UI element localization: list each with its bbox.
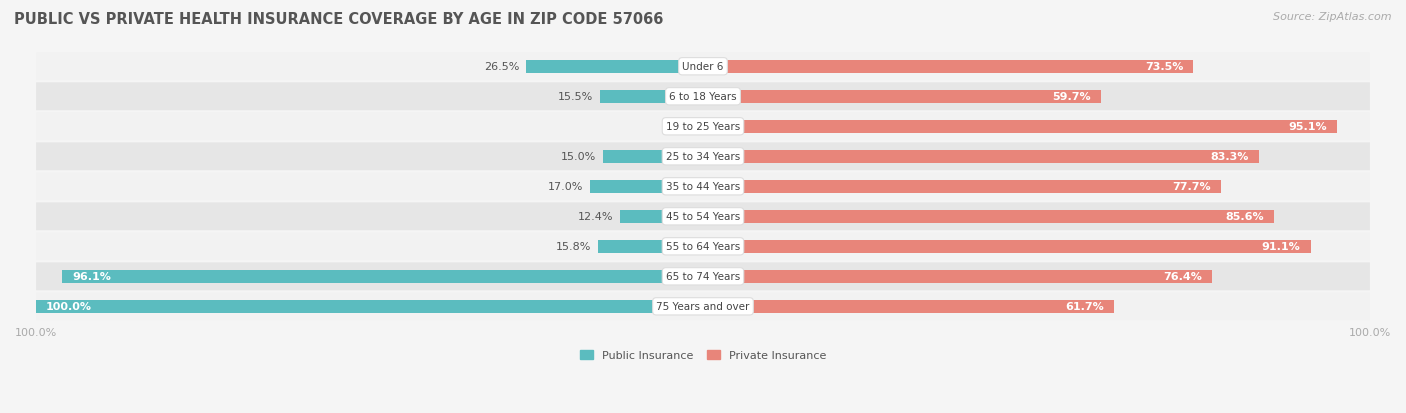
- FancyBboxPatch shape: [37, 53, 1369, 81]
- Text: 91.1%: 91.1%: [1261, 242, 1301, 252]
- Text: PUBLIC VS PRIVATE HEALTH INSURANCE COVERAGE BY AGE IN ZIP CODE 57066: PUBLIC VS PRIVATE HEALTH INSURANCE COVER…: [14, 12, 664, 27]
- Bar: [598, 240, 703, 254]
- FancyBboxPatch shape: [37, 83, 1369, 111]
- Bar: [703, 90, 1101, 104]
- Text: 65 to 74 Years: 65 to 74 Years: [666, 272, 740, 282]
- Bar: [589, 180, 703, 194]
- Text: 15.8%: 15.8%: [555, 242, 591, 252]
- Text: 95.1%: 95.1%: [1288, 122, 1327, 132]
- Bar: [703, 150, 1258, 164]
- Bar: [526, 60, 703, 74]
- Text: 35 to 44 Years: 35 to 44 Years: [666, 182, 740, 192]
- FancyBboxPatch shape: [37, 233, 1369, 261]
- Bar: [703, 180, 1222, 194]
- FancyBboxPatch shape: [37, 143, 1369, 171]
- Bar: [62, 270, 703, 283]
- FancyBboxPatch shape: [37, 263, 1369, 291]
- Bar: [37, 300, 703, 313]
- Text: 17.0%: 17.0%: [547, 182, 583, 192]
- Bar: [703, 120, 1337, 134]
- Text: 12.4%: 12.4%: [578, 212, 613, 222]
- Text: 83.3%: 83.3%: [1211, 152, 1249, 162]
- Text: 75 Years and over: 75 Years and over: [657, 301, 749, 311]
- Text: 26.5%: 26.5%: [484, 62, 520, 72]
- Text: 25 to 34 Years: 25 to 34 Years: [666, 152, 740, 162]
- FancyBboxPatch shape: [37, 173, 1369, 201]
- Text: 96.1%: 96.1%: [72, 272, 111, 282]
- Text: 77.7%: 77.7%: [1173, 182, 1211, 192]
- Text: 61.7%: 61.7%: [1066, 301, 1105, 311]
- FancyBboxPatch shape: [37, 113, 1369, 141]
- Bar: [703, 300, 1115, 313]
- FancyBboxPatch shape: [37, 293, 1369, 320]
- FancyBboxPatch shape: [37, 203, 1369, 231]
- Text: 15.5%: 15.5%: [558, 92, 593, 102]
- Text: 85.6%: 85.6%: [1225, 212, 1264, 222]
- Text: 55 to 64 Years: 55 to 64 Years: [666, 242, 740, 252]
- Bar: [703, 240, 1310, 254]
- Legend: Public Insurance, Private Insurance: Public Insurance, Private Insurance: [575, 345, 831, 365]
- Bar: [703, 210, 1274, 223]
- Text: 15.0%: 15.0%: [561, 152, 596, 162]
- Text: 0.0%: 0.0%: [668, 122, 696, 132]
- Text: 73.5%: 73.5%: [1144, 62, 1184, 72]
- Text: 59.7%: 59.7%: [1053, 92, 1091, 102]
- Bar: [620, 210, 703, 223]
- Text: 19 to 25 Years: 19 to 25 Years: [666, 122, 740, 132]
- Text: 45 to 54 Years: 45 to 54 Years: [666, 212, 740, 222]
- Bar: [603, 150, 703, 164]
- Text: Source: ZipAtlas.com: Source: ZipAtlas.com: [1274, 12, 1392, 22]
- Bar: [703, 60, 1194, 74]
- Text: 6 to 18 Years: 6 to 18 Years: [669, 92, 737, 102]
- Text: Under 6: Under 6: [682, 62, 724, 72]
- Bar: [599, 90, 703, 104]
- Text: 76.4%: 76.4%: [1164, 272, 1202, 282]
- Text: 100.0%: 100.0%: [46, 301, 93, 311]
- Bar: [703, 270, 1212, 283]
